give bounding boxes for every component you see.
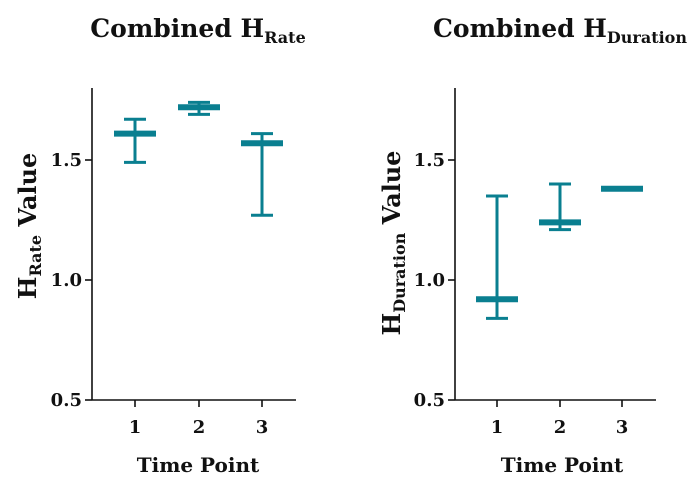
x-axis-title-rate: Time Point — [137, 453, 260, 477]
y-ticks-duration: 0.5 1.0 1.5 — [414, 150, 455, 411]
y-axis-title-rate: HRate Value — [13, 153, 45, 299]
x-tick-label: 3 — [256, 417, 269, 438]
error-bars-duration — [476, 182, 643, 320]
chart-title-duration: Combined HDuration — [433, 14, 687, 47]
error-bar-point — [241, 132, 283, 217]
error-bar-point — [114, 117, 156, 164]
y-ticks-rate: 0.5 1.0 1.5 — [51, 150, 92, 411]
chart-panel-duration: Combined HDuration HDuration Value 0.5 1.… — [377, 14, 687, 477]
error-bar-point — [178, 100, 220, 116]
x-tick-label: 1 — [491, 417, 504, 438]
x-tick-label: 2 — [554, 417, 567, 438]
x-ticks-rate: 1 2 3 — [129, 400, 269, 438]
error-bar-point — [476, 194, 518, 320]
svg-text:HRate Value: HRate Value — [13, 153, 45, 299]
x-ticks-duration: 1 2 3 — [491, 400, 629, 438]
y-tick-label: 1.5 — [51, 150, 82, 171]
chart-title-rate: Combined HRate — [90, 14, 306, 47]
x-tick-label: 2 — [193, 417, 206, 438]
error-bars-rate — [114, 100, 283, 217]
error-bar-point — [539, 182, 581, 232]
x-tick-label: 3 — [616, 417, 629, 438]
y-tick-label: 0.5 — [414, 390, 445, 411]
y-tick-label: 1.5 — [414, 150, 445, 171]
y-tick-label: 1.0 — [51, 270, 82, 291]
chart-panel-rate: Combined HRate HRate Value 0.5 1.0 1.5 1 2 3… — [13, 14, 306, 477]
svg-text:HDuration Value: HDuration Value — [377, 151, 409, 336]
x-axis-title-duration: Time Point — [501, 453, 624, 477]
y-tick-label: 0.5 — [51, 390, 82, 411]
x-tick-label: 1 — [129, 417, 142, 438]
y-tick-label: 1.0 — [414, 270, 445, 291]
y-axis-title-duration: HDuration Value — [377, 151, 409, 336]
